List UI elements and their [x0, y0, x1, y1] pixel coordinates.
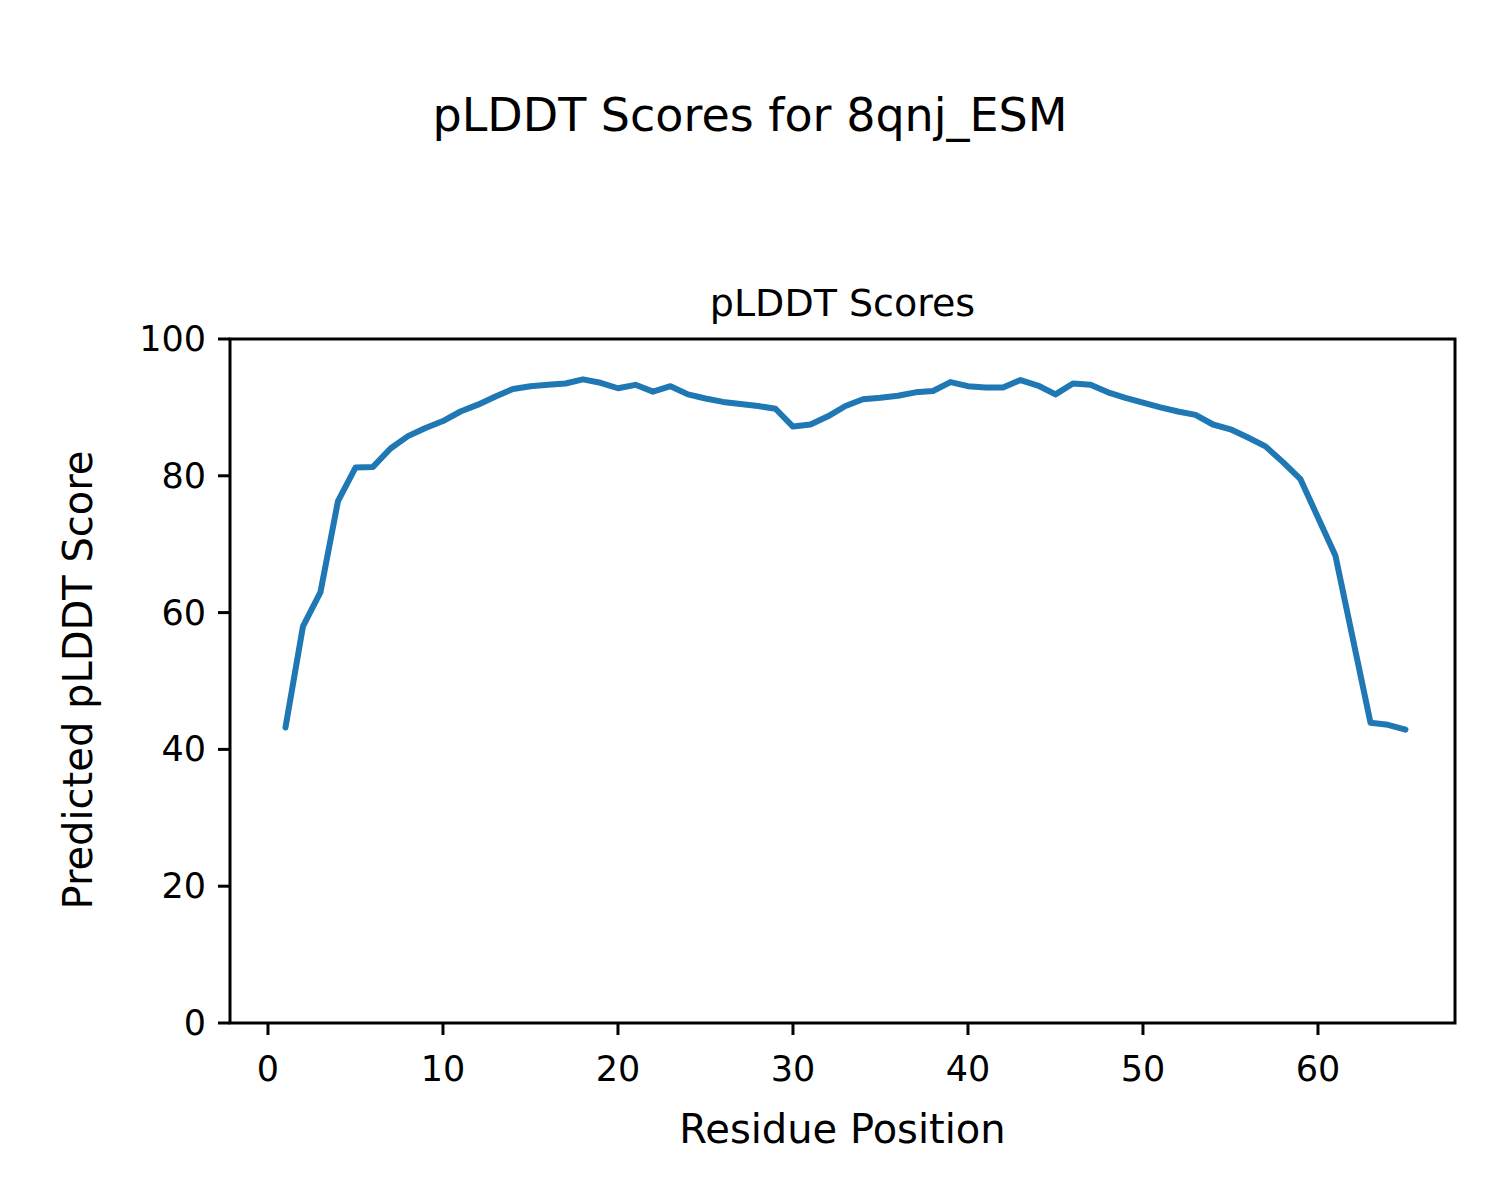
figure: pLDDT Scores for 8qnj_ESM pLDDT Scores 0… [0, 0, 1500, 1200]
axes-frame [230, 339, 1455, 1023]
y-tick-label: 100 [139, 319, 206, 359]
x-tick-label: 0 [257, 1049, 279, 1089]
x-tick-label: 40 [946, 1049, 991, 1089]
y-tick-label: 80 [161, 456, 206, 496]
y-tick-label: 40 [161, 729, 206, 769]
x-tick-label: 30 [771, 1049, 816, 1089]
x-tick-label: 50 [1121, 1049, 1166, 1089]
x-tick-label: 60 [1296, 1049, 1341, 1089]
x-tick-label: 10 [421, 1049, 466, 1089]
y-tick-label: 0 [184, 1003, 206, 1043]
plot-area: 0 10 20 30 40 50 60 0 20 40 60 80 100 [0, 0, 1500, 1200]
x-axis-label: Residue Position [230, 1106, 1455, 1152]
y-tick-label: 20 [161, 866, 206, 906]
x-tick-label: 20 [596, 1049, 641, 1089]
y-tick-label: 60 [161, 593, 206, 633]
y-axis-label: Predicted pLDDT Score [55, 451, 101, 910]
plddt-line [285, 379, 1405, 729]
